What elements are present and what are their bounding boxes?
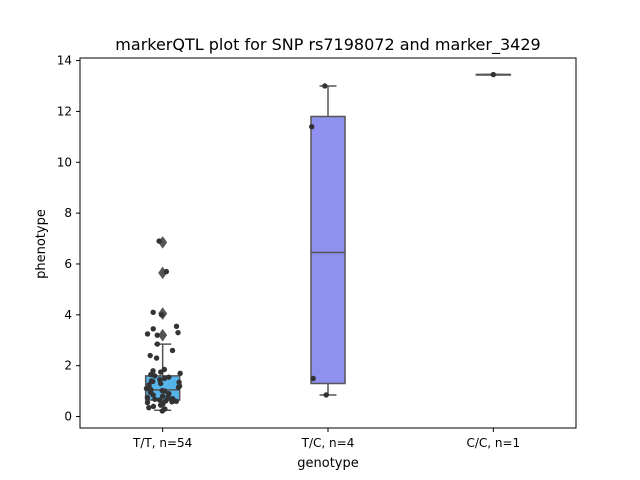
y-tick-label: 10 — [57, 155, 72, 169]
data-point — [154, 341, 161, 347]
y-tick-label: 4 — [64, 308, 72, 322]
data-point — [150, 326, 156, 332]
x-tick-label: T/C, n=4 — [301, 436, 355, 450]
data-point — [163, 268, 170, 275]
y-tick-label: 12 — [57, 104, 72, 118]
data-point — [147, 352, 153, 359]
data-point — [152, 396, 158, 402]
data-point — [146, 385, 153, 391]
data-point — [322, 83, 328, 89]
data-point — [144, 399, 151, 406]
data-point — [310, 375, 316, 382]
data-point — [159, 393, 166, 399]
x-tick-label: C/C, n=1 — [466, 436, 520, 450]
data-point — [169, 347, 176, 354]
data-point — [156, 238, 162, 244]
box-1 — [310, 115, 346, 385]
data-point — [173, 323, 180, 329]
data-point — [144, 394, 151, 401]
data-point — [309, 123, 315, 130]
data-point — [176, 379, 182, 385]
data-point — [162, 406, 168, 412]
plot-area — [143, 71, 512, 414]
x-axis-label: genotype — [297, 456, 358, 471]
data-point — [490, 71, 497, 78]
data-point — [156, 397, 163, 403]
outlier-point — [158, 266, 168, 280]
data-point — [159, 387, 165, 394]
data-point — [150, 378, 156, 385]
y-axis-label: phenotype — [34, 209, 49, 279]
data-point — [158, 312, 165, 318]
data-point — [153, 355, 160, 361]
data-point — [165, 394, 171, 400]
data-point — [161, 375, 168, 382]
data-point — [150, 309, 156, 315]
y-tick-label: 6 — [64, 257, 72, 271]
data-point — [161, 366, 168, 373]
y-tick-label: 2 — [64, 359, 72, 373]
data-point — [177, 370, 183, 377]
data-point — [166, 374, 172, 380]
data-point — [154, 332, 160, 338]
x-tick-label: T/T, n=54 — [132, 436, 192, 450]
y-tick-label: 8 — [64, 206, 72, 220]
chart-title: markerQTL plot for SNP rs7198072 and mar… — [115, 35, 540, 55]
data-point — [157, 376, 163, 383]
data-point — [146, 404, 152, 411]
data-point — [150, 368, 156, 374]
y-tick-label: 14 — [57, 54, 72, 68]
data-point — [169, 399, 175, 405]
data-point — [150, 403, 157, 410]
data-point — [323, 392, 329, 398]
data-point — [144, 331, 151, 337]
outlier-point — [158, 328, 168, 342]
y-tick-label: 0 — [64, 410, 72, 424]
data-point — [175, 329, 181, 336]
